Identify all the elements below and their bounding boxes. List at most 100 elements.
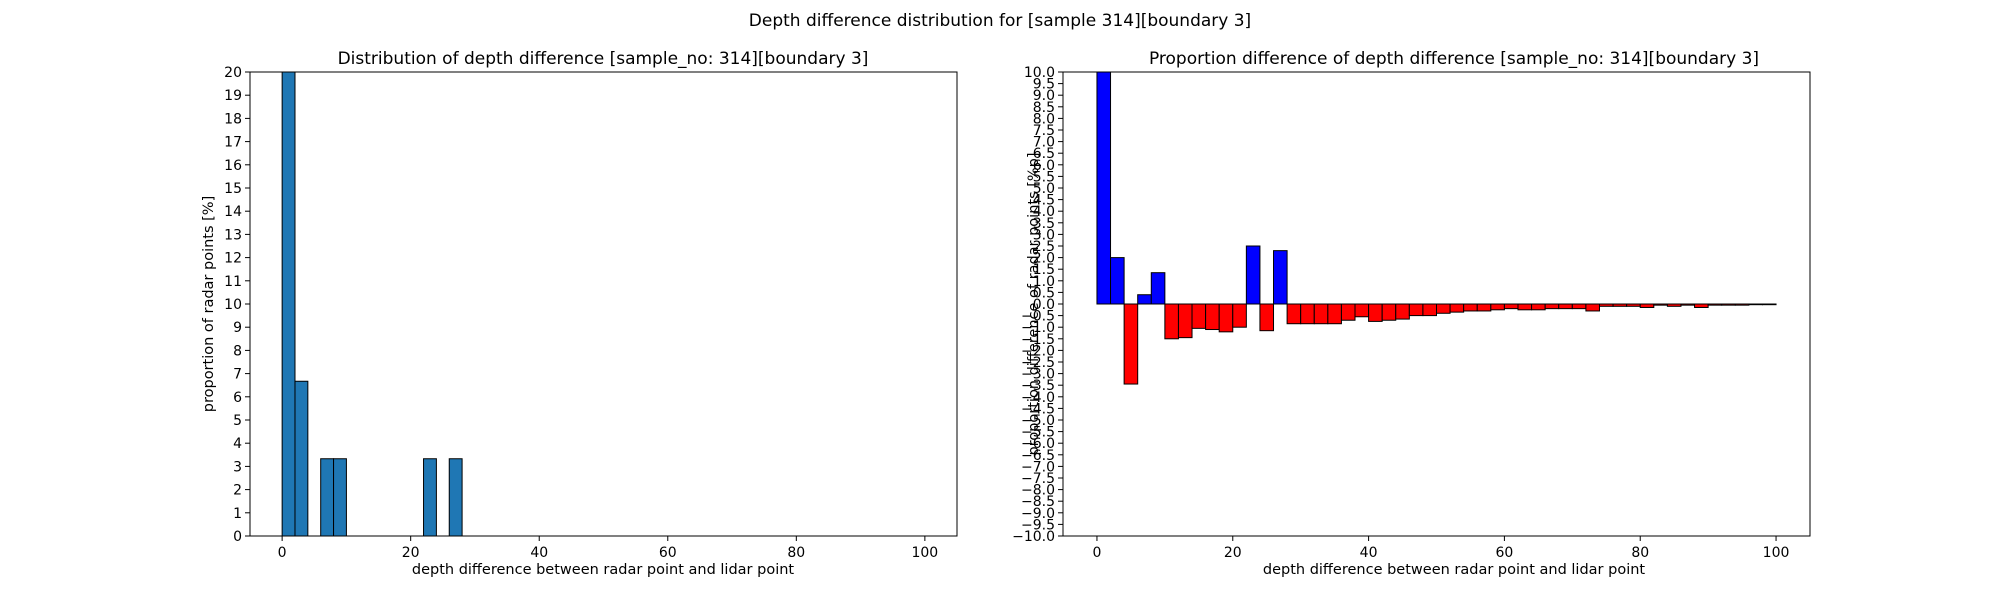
chart-right-bar (1354, 303, 1370, 318)
ytick-label: −7.0 (1021, 459, 1055, 475)
chart-left-xticks: 0 20 40 60 80 100 (278, 536, 938, 561)
chart-right-bar (1707, 303, 1723, 306)
chart-left-bar (333, 458, 347, 537)
chart-right-bar (1436, 303, 1451, 314)
ytick-label: 3 (233, 459, 242, 475)
chart-left-frame (249, 71, 958, 537)
chart-left-bar (294, 380, 309, 537)
chart-right-bar (1177, 303, 1193, 339)
ytick-label: 13 (224, 227, 242, 243)
chart-right-bar (1408, 303, 1424, 317)
chart-right-bar (1368, 303, 1383, 322)
chart-right-bar (1123, 303, 1139, 385)
xtick-label: 80 (1631, 545, 1649, 561)
ytick-label: 0 (233, 529, 242, 545)
ytick-label: 5.0 (1033, 181, 1055, 197)
ytick-label: −1.5 (1021, 332, 1055, 348)
ytick-label: 15 (224, 181, 242, 197)
chart-right-bar (1503, 303, 1519, 310)
chart-left-bar (281, 71, 296, 537)
ytick-label: −3.5 (1021, 378, 1055, 394)
ytick-label: 8.5 (1033, 100, 1055, 116)
ytick-label: 1.0 (1033, 274, 1055, 290)
chart-right-bar (1205, 303, 1220, 331)
chart-right-bar (1422, 303, 1438, 317)
chart-right-bar (1761, 303, 1777, 306)
ytick-label: 2.0 (1033, 251, 1055, 267)
chart-right-bar (1721, 303, 1736, 306)
ytick-label: −4.0 (1021, 390, 1055, 406)
chart-right-bar (1381, 303, 1397, 321)
ytick-label: 7.5 (1033, 123, 1055, 139)
ytick-label: 20 (224, 65, 242, 81)
ytick-label: −0.5 (1021, 309, 1055, 325)
chart-right-bar (1694, 303, 1709, 308)
ytick-label: 4.5 (1033, 193, 1055, 209)
chart-right-bar (1734, 303, 1750, 306)
ytick-label: −4.5 (1021, 401, 1055, 417)
ytick-label: 3.5 (1033, 216, 1055, 232)
ytick-label: 9.0 (1033, 88, 1055, 104)
chart-right-bar (1340, 303, 1356, 321)
ytick-label: −8.5 (1021, 494, 1055, 510)
ytick-label: −1.0 (1021, 320, 1055, 336)
ytick-label: 9 (233, 320, 242, 336)
ytick-label: 6 (233, 390, 242, 406)
chart-right-bar (1517, 303, 1533, 311)
ytick-label: 2.5 (1033, 239, 1055, 255)
chart-right-bar (1666, 303, 1682, 307)
chart-right-bar (1639, 303, 1655, 308)
ytick-label: 11 (224, 274, 242, 290)
ytick-label: 14 (224, 204, 242, 220)
ytick-label: −6.0 (1021, 436, 1055, 452)
chart-right-ylabel: proportion difference of radar points [%… (1026, 152, 1042, 455)
ytick-label: 8 (233, 343, 242, 359)
chart-right-bar (1585, 303, 1600, 312)
chart-right-bar (1612, 303, 1628, 307)
xtick-label: 0 (278, 545, 287, 561)
ytick-label: −5.0 (1021, 413, 1055, 429)
ytick-label: −9.0 (1021, 506, 1055, 522)
ytick-label: 6.5 (1033, 146, 1055, 162)
xtick-label: 60 (659, 545, 677, 561)
xtick-label: 40 (530, 545, 548, 561)
chart-right-bar (1680, 303, 1696, 306)
ytick-label: −2.5 (1021, 355, 1055, 371)
ytick-label: 5.5 (1033, 169, 1055, 185)
chart-right-bar (1110, 257, 1125, 305)
ytick-label: 4 (233, 436, 242, 452)
xtick-label: 20 (1224, 545, 1242, 561)
chart-right-bar (1476, 303, 1492, 312)
ytick-label: 10.0 (1024, 65, 1055, 81)
xtick-label: 80 (787, 545, 805, 561)
chart-left-bar (423, 458, 437, 537)
ytick-label: −3.0 (1021, 367, 1055, 383)
chart-right-bar (1300, 303, 1315, 325)
ytick-label: 8.0 (1033, 111, 1055, 127)
xtick-label: 100 (911, 545, 938, 561)
ytick-label: 5 (233, 413, 242, 429)
xtick-label: 60 (1495, 545, 1513, 561)
chart-right-bar (1571, 303, 1587, 310)
chart-right-frame (1062, 71, 1811, 537)
chart-right-bar (1653, 303, 1668, 306)
chart-left-title: Distribution of depth difference [sample… (338, 49, 869, 69)
ytick-label: 1 (233, 506, 242, 522)
chart-right-bar (1626, 303, 1641, 307)
chart-right-bar (1313, 303, 1329, 325)
ytick-label: −8.0 (1021, 483, 1055, 499)
ytick-label: −6.5 (1021, 448, 1055, 464)
ytick-label: 9.5 (1033, 77, 1055, 93)
ytick-label: 1.5 (1033, 262, 1055, 278)
ytick-label: −5.5 (1021, 425, 1055, 441)
chart-right-xlabel: depth difference between radar point and… (1263, 562, 1646, 578)
chart-right-bar (1232, 303, 1247, 328)
chart-right-title: Proportion difference of depth differenc… (1149, 49, 1759, 69)
chart-right-bar (1748, 303, 1763, 306)
ytick-label: 7 (233, 367, 242, 383)
chart-left-xlabel: depth difference between radar point and… (412, 562, 795, 578)
chart-right-bar (1259, 303, 1275, 332)
chart-right-bar (1327, 303, 1342, 325)
chart-right-bar (1544, 303, 1560, 310)
ytick-label: 10 (224, 297, 242, 313)
